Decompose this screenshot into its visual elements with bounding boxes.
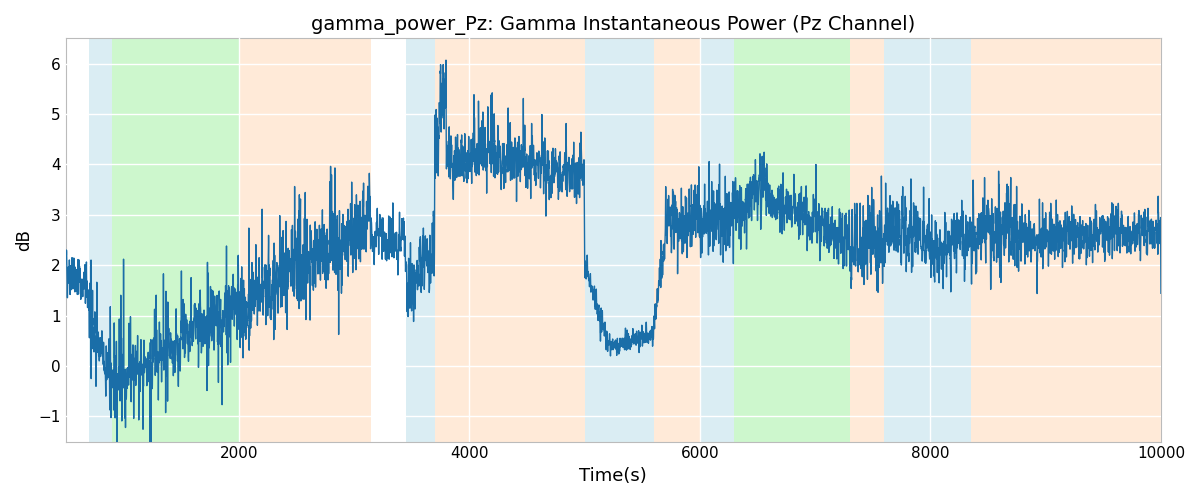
Bar bbox=[112, 38, 239, 442]
Title: gamma_power_Pz: Gamma Instantaneous Power (Pz Channel): gamma_power_Pz: Gamma Instantaneous Powe… bbox=[311, 15, 916, 35]
Bar bbox=[239, 38, 371, 442]
Bar bbox=[884, 38, 971, 442]
Bar bbox=[1016, 38, 1160, 442]
Y-axis label: dB: dB bbox=[14, 229, 34, 251]
Bar bbox=[850, 38, 884, 442]
Bar bbox=[434, 38, 584, 442]
X-axis label: Time(s): Time(s) bbox=[580, 467, 647, 485]
Bar bbox=[700, 38, 734, 442]
Bar bbox=[654, 38, 700, 442]
Bar bbox=[971, 38, 1016, 442]
Bar bbox=[734, 38, 850, 442]
Bar bbox=[406, 38, 434, 442]
Bar bbox=[584, 38, 654, 442]
Bar bbox=[89, 38, 112, 442]
